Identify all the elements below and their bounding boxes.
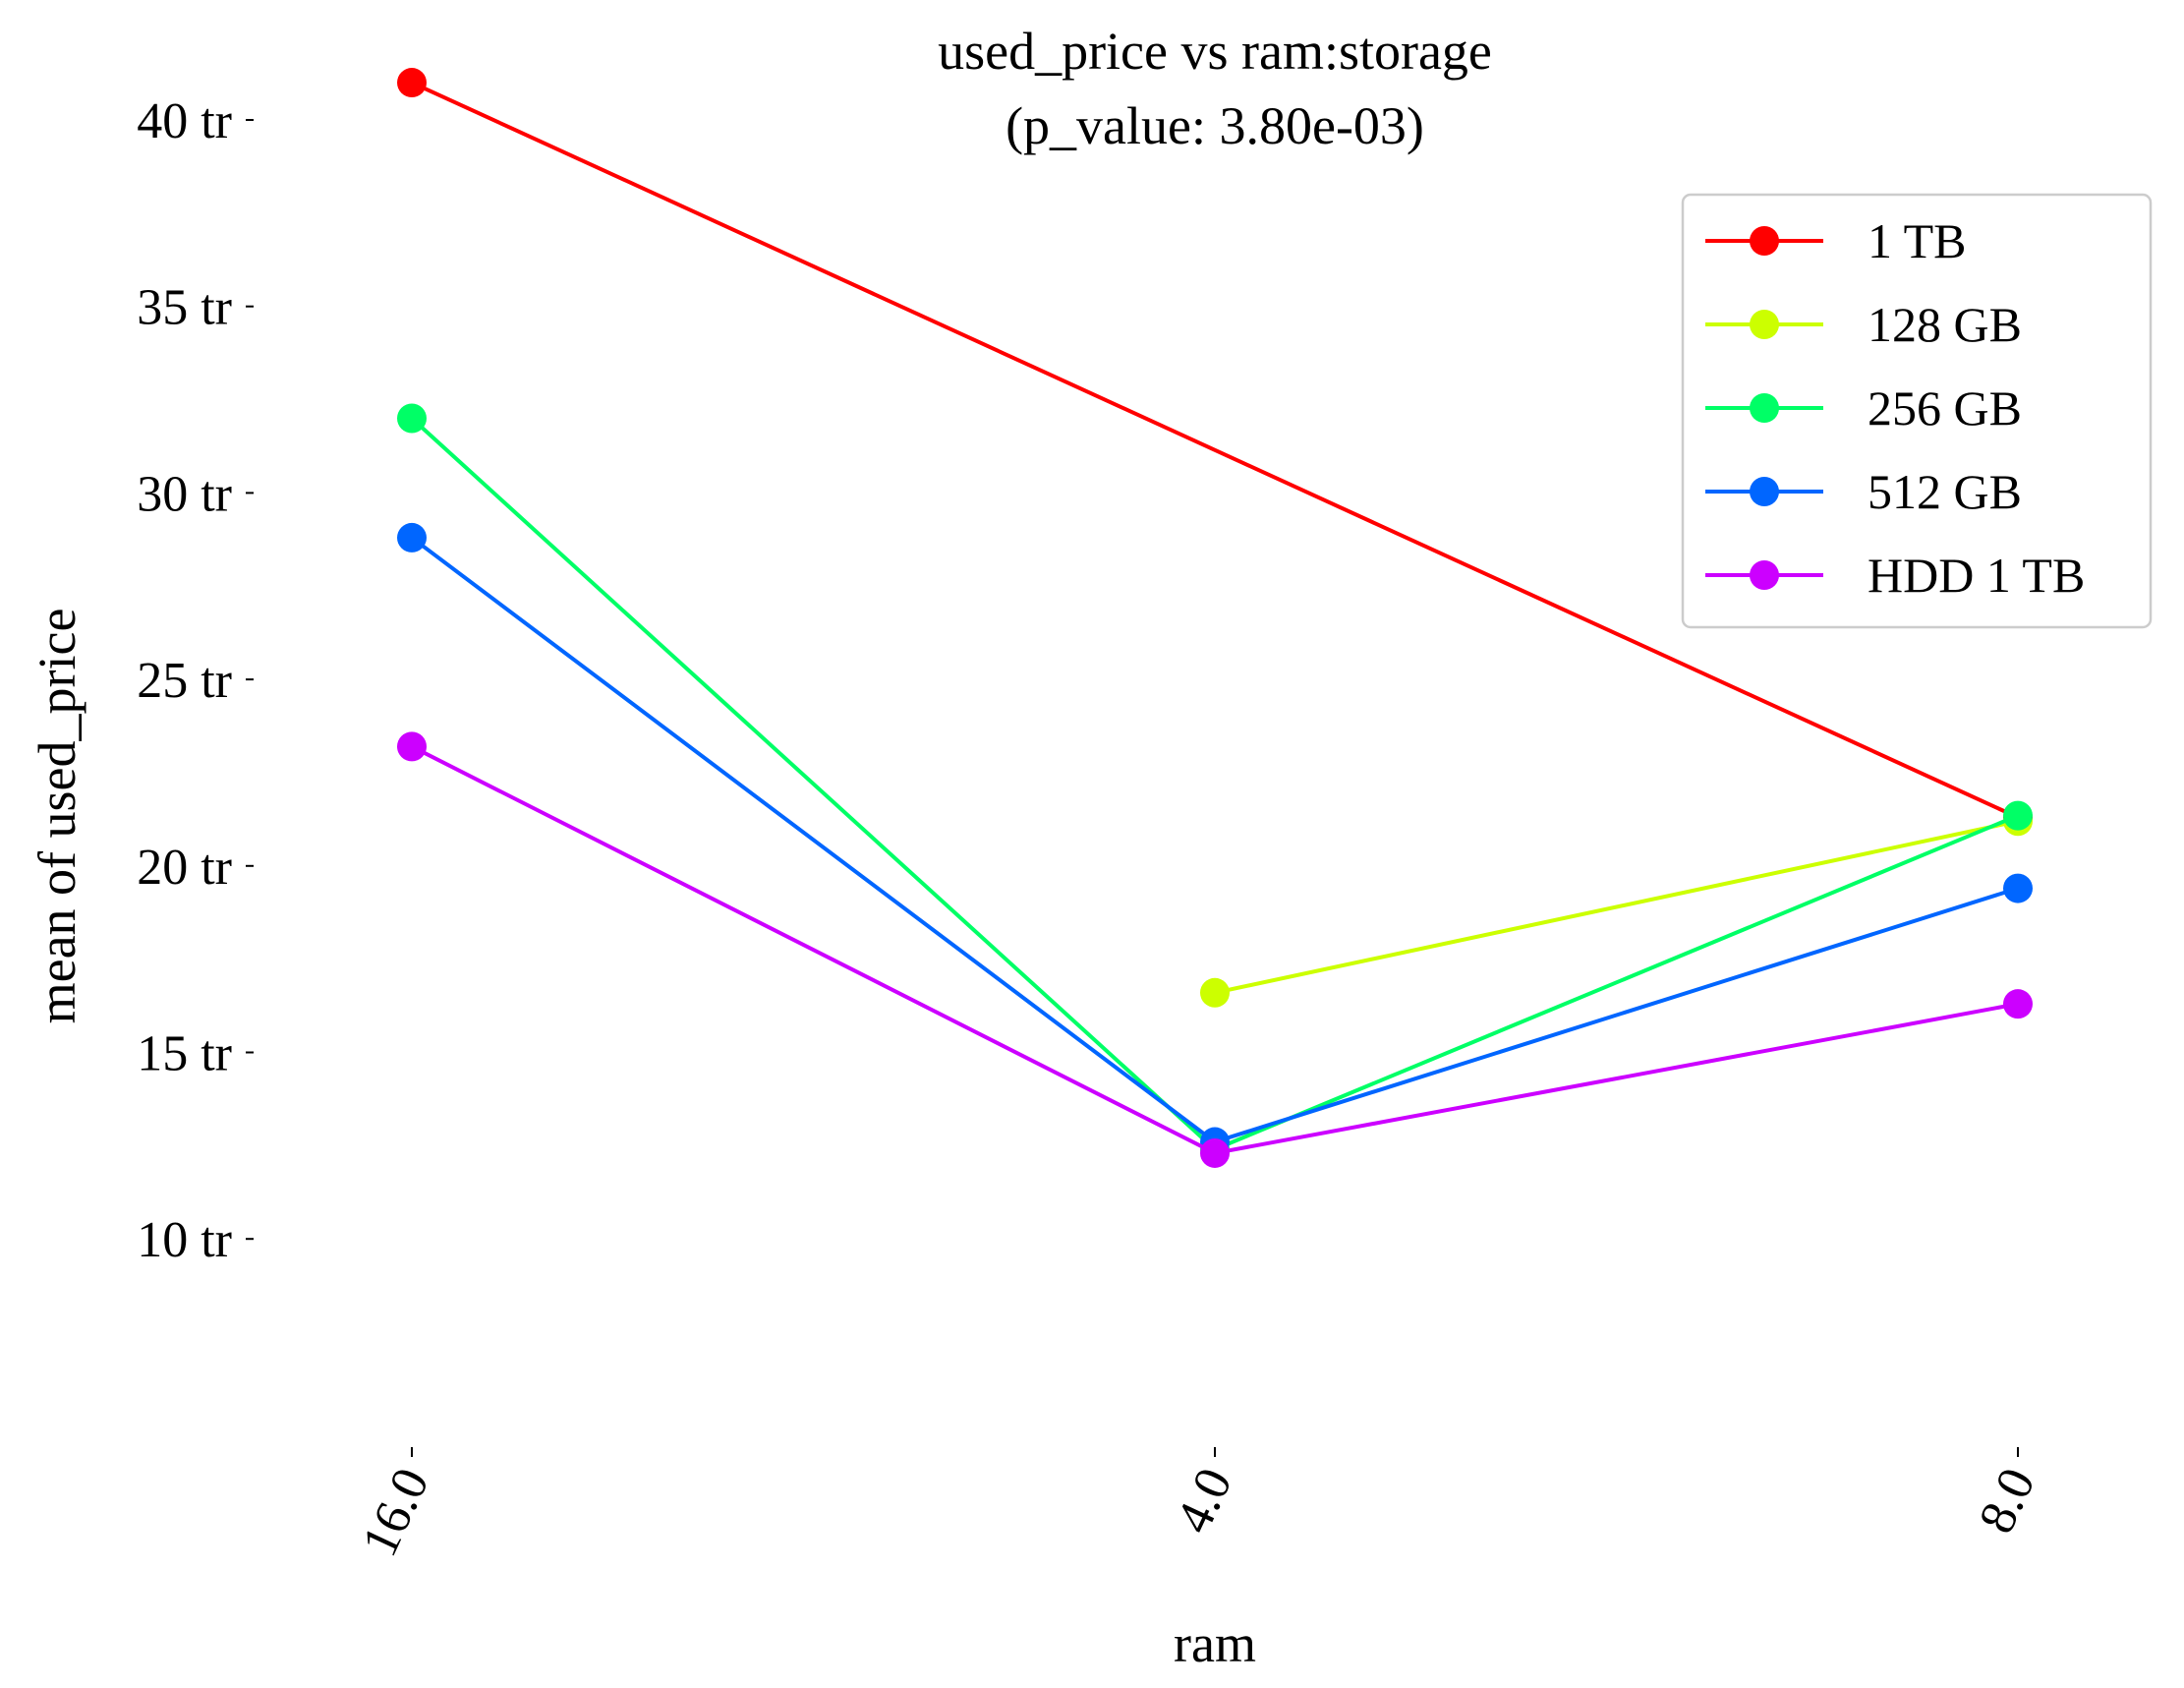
series-4 xyxy=(397,731,2033,1168)
data-point xyxy=(397,731,427,762)
data-point xyxy=(2003,873,2033,903)
series-line xyxy=(411,744,2019,1156)
legend-box xyxy=(1681,193,2153,629)
legend: 1 TB 128 GB 256 GB 512 GB HDD 1 TB xyxy=(1681,193,2153,629)
data-point xyxy=(2003,989,2033,1019)
legend-marker xyxy=(1750,477,1779,506)
y-tick-label: 30 tr xyxy=(137,466,232,522)
chart-subtitle: (p_value: 3.80e-03) xyxy=(1006,96,1424,155)
y-axis-label: mean of used_price xyxy=(28,609,86,1024)
data-point xyxy=(1200,1137,1230,1168)
y-axis: 10 tr 15 tr 20 tr 25 tr 30 tr 35 tr 40 tr xyxy=(137,93,254,1268)
legend-item: 1 TB xyxy=(1705,213,1967,268)
y-tick-label: 35 tr xyxy=(137,280,232,336)
y-tick-label: 25 tr xyxy=(137,653,232,709)
series-line xyxy=(411,81,2019,820)
legend-marker xyxy=(1750,310,1779,339)
chart-title: used_price vs ram:storage xyxy=(938,22,1492,81)
series-1 xyxy=(1200,806,2033,1008)
y-tick-label: 15 tr xyxy=(137,1026,232,1082)
data-point xyxy=(397,522,427,553)
legend-item: HDD 1 TB xyxy=(1705,548,2085,603)
x-tick-label: 8.0 xyxy=(1969,1460,2046,1542)
legend-item: 128 GB xyxy=(1705,297,2022,352)
legend-label: 256 GB xyxy=(1868,380,2022,436)
data-point xyxy=(397,68,427,98)
x-tick-label: 4.0 xyxy=(1166,1460,1243,1542)
series-line xyxy=(1214,819,2019,995)
y-tick-label: 20 tr xyxy=(137,840,232,896)
series-layer xyxy=(397,68,2033,1168)
x-axis: 16.0 4.0 8.0 xyxy=(352,1447,2046,1565)
legend-item: 256 GB xyxy=(1705,380,2022,436)
y-tick-label: 40 tr xyxy=(137,93,232,149)
legend-label: 128 GB xyxy=(1868,297,2022,352)
legend-label: 1 TB xyxy=(1868,213,1967,268)
legend-label: HDD 1 TB xyxy=(1868,548,2085,603)
legend-marker xyxy=(1750,226,1779,256)
data-point xyxy=(2003,800,2033,831)
legend-label: 512 GB xyxy=(1868,464,2022,519)
legend-item: 512 GB xyxy=(1705,464,2022,519)
legend-marker xyxy=(1750,560,1779,590)
data-point xyxy=(397,403,427,434)
x-tick-label: 16.0 xyxy=(352,1460,440,1565)
y-tick-label: 10 tr xyxy=(137,1212,232,1268)
x-axis-label: ram xyxy=(1174,1614,1256,1673)
data-point xyxy=(1200,977,1230,1008)
legend-marker xyxy=(1750,393,1779,423)
